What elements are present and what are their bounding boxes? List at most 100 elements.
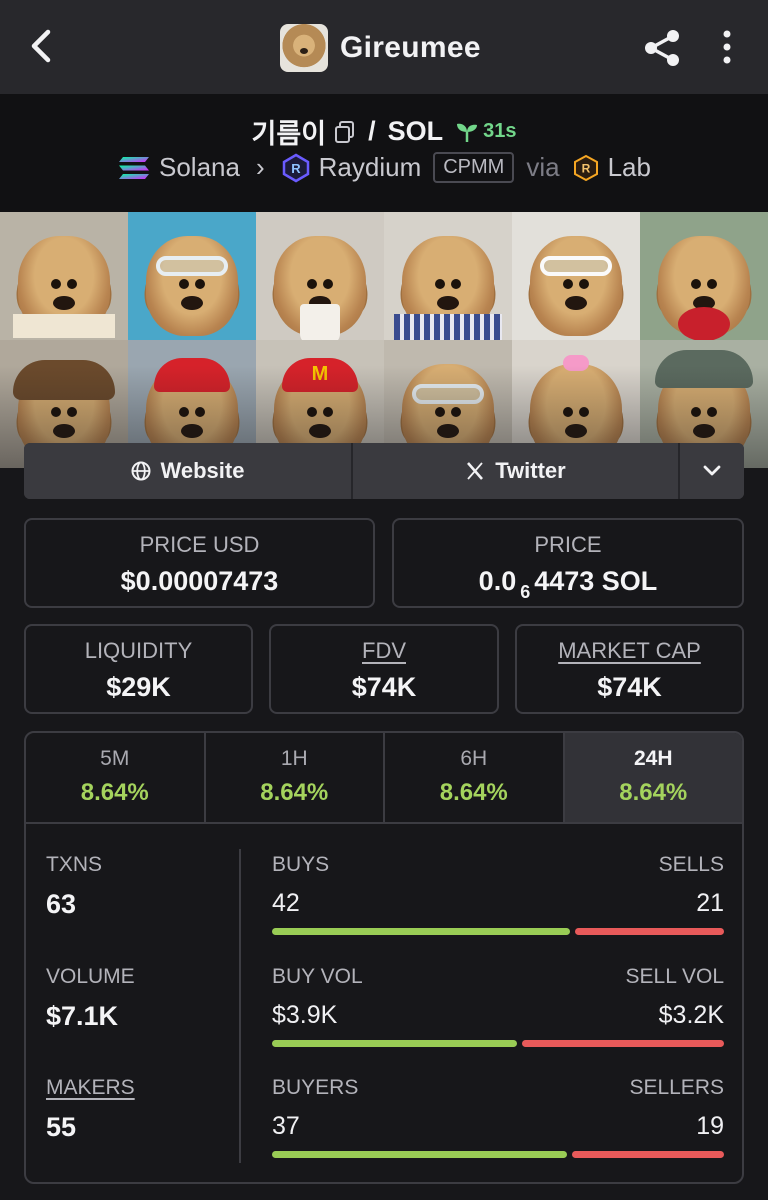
pair-separator: /	[368, 116, 376, 146]
pair-age: 31s	[455, 120, 516, 143]
makers-value: 55	[46, 1112, 77, 1142]
chevron-right-icon: ›	[255, 152, 265, 182]
fdv-value: $74K	[351, 672, 417, 702]
more-menu-button[interactable]	[716, 28, 738, 68]
vertical-dots-icon	[723, 30, 731, 64]
back-button[interactable]	[24, 26, 58, 66]
price-native-label: PRICE	[534, 532, 602, 557]
tab-label: 24H	[633, 747, 673, 770]
txns-stat: TXNS 63	[46, 853, 102, 920]
sellers-label: SELLERS	[629, 1076, 724, 1099]
market-cap-value: $74K	[597, 672, 662, 702]
sell-volume-label: SELL VOL	[625, 965, 724, 988]
buys-value: 42	[272, 889, 300, 917]
stats-panel: 5M 8.64% 1H 8.64% 6H 8.64% 24H 8.64% TXN…	[24, 731, 744, 1184]
website-label: Website	[160, 458, 245, 483]
sellers-value: 19	[696, 1112, 724, 1140]
sell-bar-segment	[575, 928, 724, 935]
pair-header: 기름이 / SOL 31s Solana › R Raydium	[0, 94, 768, 212]
sell-bar-segment	[572, 1151, 724, 1158]
dog-with-goggles-pool-image	[128, 212, 256, 340]
tab-label: 6H	[460, 747, 488, 770]
price-usd-label: PRICE USD	[139, 532, 260, 557]
sells-value: 21	[696, 889, 724, 917]
launchpad-name[interactable]: Lab	[607, 152, 651, 182]
volume-label: VOLUME	[46, 965, 135, 988]
market-cap-card[interactable]: MARKET CAP $74K	[515, 624, 744, 714]
chain-breadcrumb: Solana › R Raydium CPMM via R Lab	[0, 152, 768, 183]
copy-icon[interactable]	[334, 120, 356, 144]
tab-6h[interactable]: 6H 8.64%	[383, 733, 563, 822]
buy-bar-segment	[272, 1040, 517, 1047]
app-title: Gireumee	[340, 31, 481, 64]
pair-title: 기름이 / SOL 31s	[0, 112, 768, 151]
via-label: via	[526, 152, 560, 182]
buyers-label: BUYERS	[272, 1076, 359, 1099]
social-links-row: Website Twitter	[24, 443, 744, 499]
website-link-button[interactable]: Website	[24, 443, 351, 499]
launchpad-icon: R	[573, 154, 598, 181]
token-banner: M	[0, 212, 768, 468]
x-logo-icon	[467, 462, 484, 480]
raydium-icon: R	[282, 153, 309, 182]
dog-in-shirt-image	[384, 212, 512, 340]
price-native-card: PRICE 0.0 6 4473 SOL	[392, 518, 744, 608]
quote-token-symbol: SOL	[387, 116, 444, 146]
dog-with-book-image	[0, 212, 128, 340]
twitter-link-button[interactable]: Twitter	[351, 443, 678, 499]
market-cap-label[interactable]: MARKET CAP	[558, 638, 701, 663]
buys-sells-bar	[272, 928, 724, 935]
price-usd-value: $0.00007473	[120, 566, 279, 596]
txns-label: TXNS	[46, 853, 103, 876]
svg-text:R: R	[291, 161, 301, 176]
dog-with-sunglasses-guitar-image	[512, 212, 640, 340]
buy-bar-segment	[272, 928, 570, 935]
tab-1h[interactable]: 1H 8.64%	[203, 733, 384, 822]
chevron-down-icon	[703, 465, 721, 476]
tab-label: 5M	[100, 747, 130, 770]
buys-sells-stat: BUYS SELLS 42 21	[272, 853, 724, 935]
buys-label: BUYS	[272, 853, 330, 876]
solana-icon	[119, 156, 149, 179]
twitter-label: Twitter	[495, 458, 566, 483]
price-native-value: 0.0 6 4473 SOL	[394, 566, 742, 602]
chevron-left-icon	[31, 29, 51, 63]
liquidity-value: $29K	[106, 672, 171, 702]
dog-with-apple-image	[640, 212, 768, 340]
globe-icon	[131, 461, 151, 481]
liquidity-card: LIQUIDITY $29K	[24, 624, 253, 714]
chain-name[interactable]: Solana	[159, 152, 240, 182]
makers-label[interactable]: MAKERS	[46, 1076, 135, 1099]
dog-with-cup-image	[256, 212, 384, 340]
tab-price-change: 8.64%	[439, 779, 508, 806]
token-avatar	[280, 24, 328, 72]
price-native-digits: 4473 SOL	[534, 566, 658, 596]
stats-divider	[239, 849, 241, 1163]
share-button[interactable]	[642, 28, 684, 68]
volume-stat: VOLUME $7.1K	[46, 965, 135, 1032]
dex-name[interactable]: Raydium	[318, 152, 422, 182]
tab-price-change: 8.64%	[80, 779, 149, 806]
pair-age-value: 31s	[483, 120, 517, 142]
base-token-symbol: 기름이	[251, 119, 327, 149]
buyers-sellers-stat: BUYERS SELLERS 37 19	[272, 1076, 724, 1158]
buy-volume-label: BUY VOL	[272, 965, 363, 988]
buyers-value: 37	[272, 1112, 300, 1140]
tab-24h[interactable]: 24H 8.64%	[562, 733, 742, 822]
pool-type-badge: CPMM	[433, 152, 515, 183]
sprout-icon	[457, 123, 478, 142]
sell-volume-value: $3.2K	[658, 1001, 724, 1029]
sell-bar-segment	[522, 1040, 724, 1047]
sells-label: SELLS	[658, 853, 724, 876]
price-native-prefix: 0.0	[478, 566, 517, 596]
buy-volume-value: $3.9K	[272, 1001, 338, 1029]
tab-5m[interactable]: 5M 8.64%	[26, 733, 204, 822]
price-native-zero-count: 6	[520, 582, 531, 602]
buy-sell-volume-bar	[272, 1040, 724, 1047]
fdv-card[interactable]: FDV $74K	[269, 624, 499, 714]
fdv-label[interactable]: FDV	[362, 638, 406, 663]
buyers-sellers-bar	[272, 1151, 724, 1158]
timeframe-tabs: 5M 8.64% 1H 8.64% 6H 8.64% 24H 8.64%	[26, 733, 742, 824]
makers-stat: MAKERS 55	[46, 1076, 135, 1143]
more-links-button[interactable]	[678, 443, 744, 499]
